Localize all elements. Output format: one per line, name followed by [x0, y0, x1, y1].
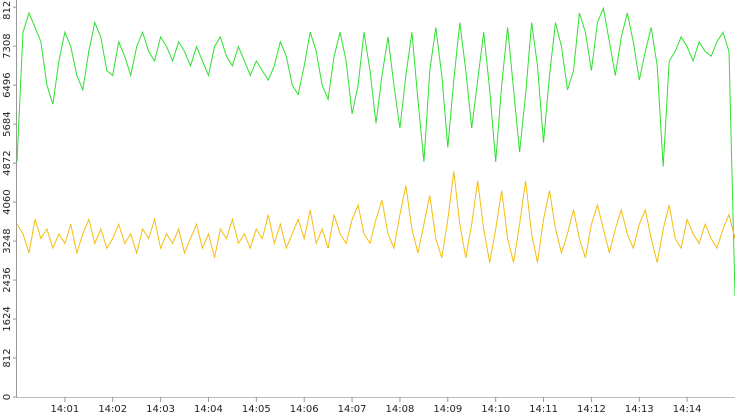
series-line: [16, 171, 735, 263]
x-tick-label: 14:03: [146, 404, 175, 415]
x-tick-label: 14:10: [481, 404, 510, 415]
y-tick-label: 4872: [2, 150, 13, 175]
x-tick-label: 14:11: [529, 404, 558, 415]
y-tick-label: 3248: [2, 228, 13, 253]
y-tick-label: 4060: [2, 189, 13, 214]
x-tick-label: 14:06: [290, 404, 319, 415]
y-tick-label: 7308: [2, 33, 13, 58]
y-tick-label: 2436: [2, 267, 13, 292]
series-line: [16, 6, 735, 297]
y-tick-label: 5684: [2, 111, 13, 136]
y-tick-label: 812: [2, 348, 13, 367]
x-tick-label: 14:01: [50, 404, 79, 415]
x-tick-label: 14:07: [338, 404, 367, 415]
x-tick-label: 14:09: [433, 404, 462, 415]
x-tick-label: 14:05: [242, 404, 271, 415]
x-tick-label: 14:08: [386, 404, 415, 415]
x-tick-label: 14:02: [98, 404, 127, 415]
x-tick-label: 14:12: [577, 404, 606, 415]
y-tick-label: 8121: [2, 0, 13, 20]
x-tick-label: 14:13: [625, 404, 654, 415]
y-tick-label: 6496: [2, 72, 13, 97]
x-tick-label: 14:04: [194, 404, 223, 415]
y-tick-label: 1624: [2, 306, 13, 331]
y-tick-label: 0: [2, 394, 13, 400]
x-tick-label: 14:14: [673, 404, 702, 415]
